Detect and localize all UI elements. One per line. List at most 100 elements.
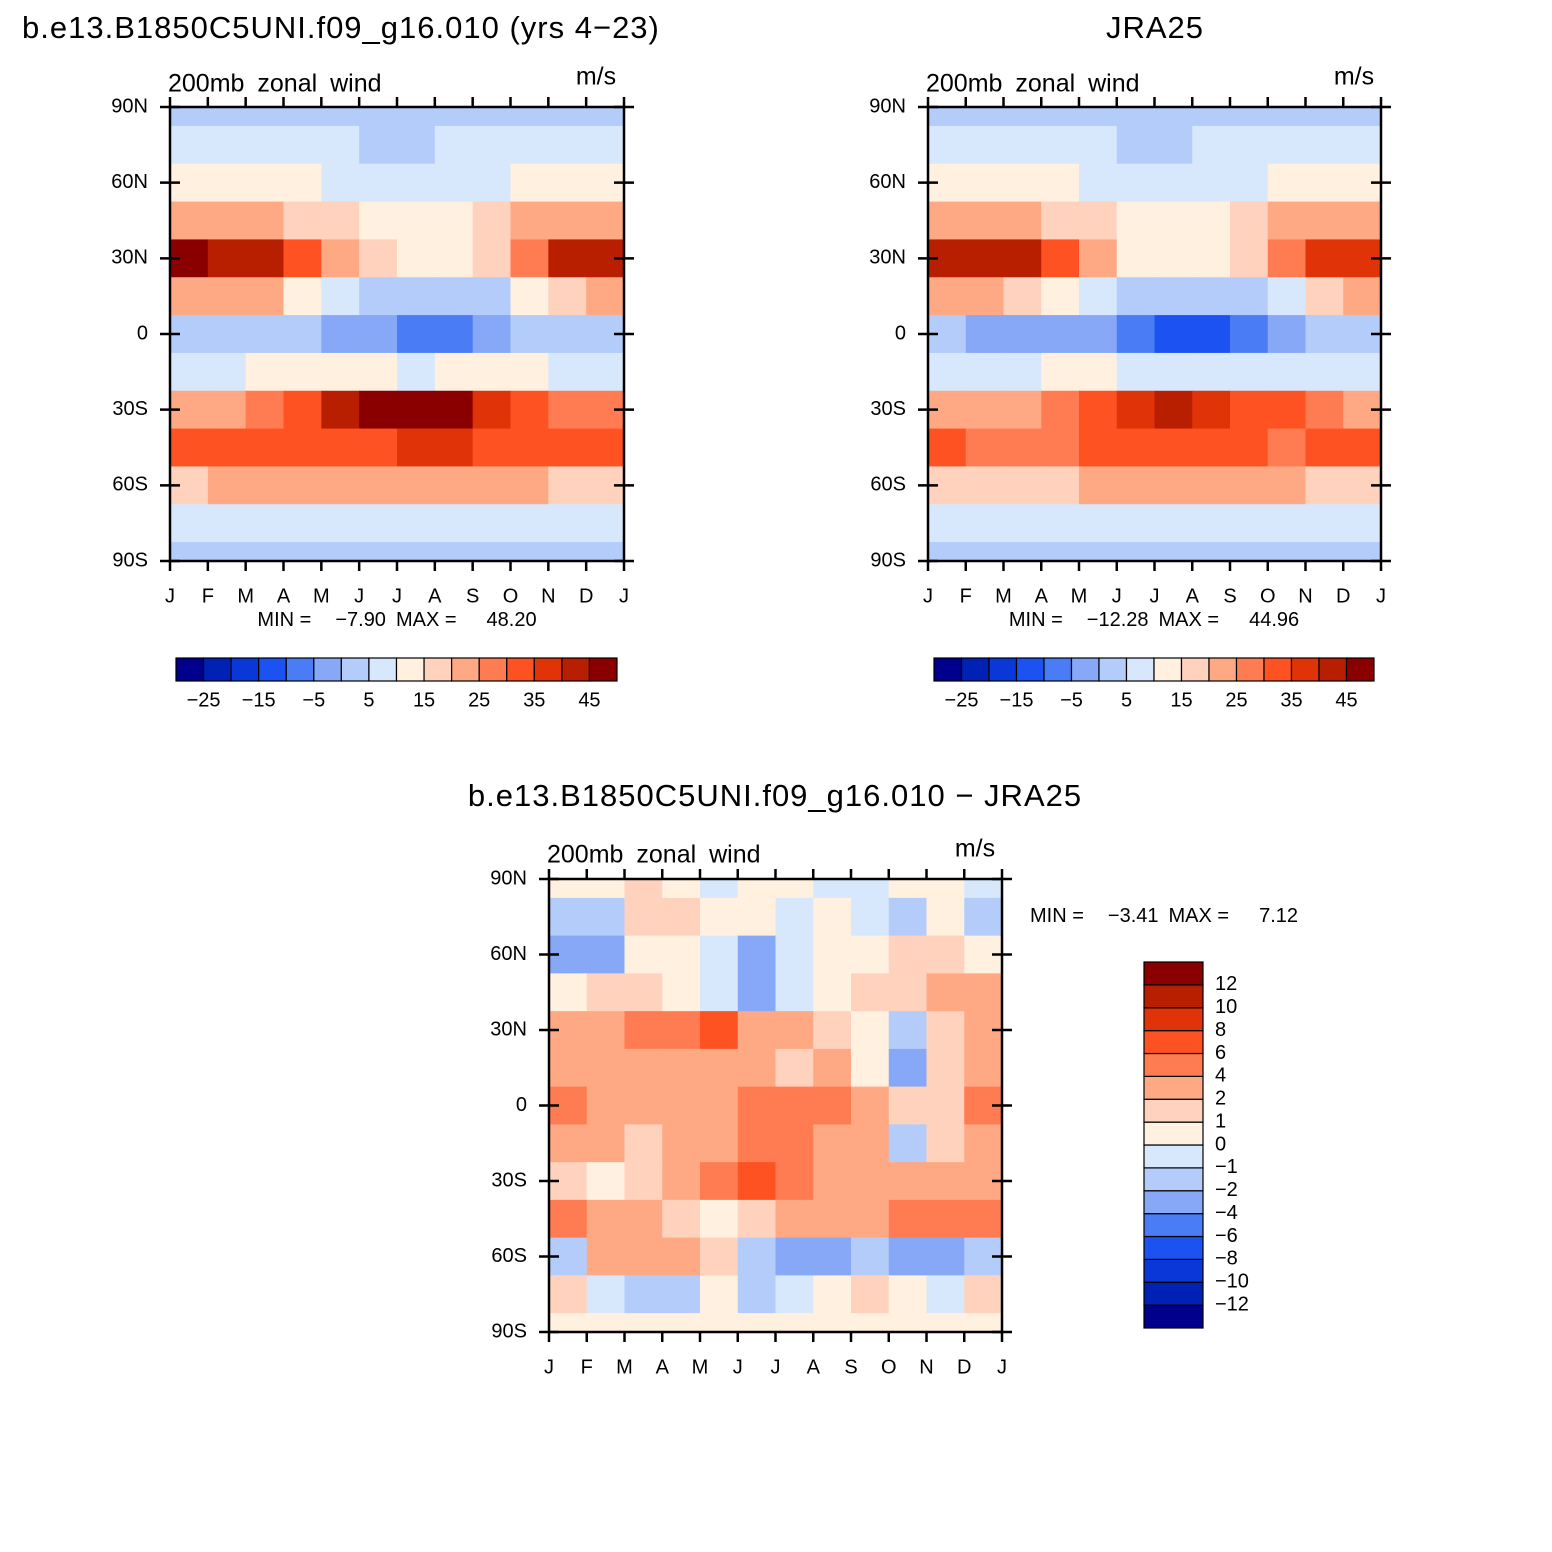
field-cell bbox=[1116, 107, 1156, 127]
colorbar-box bbox=[1345, 657, 1375, 682]
field-cell bbox=[662, 1162, 701, 1201]
colorbar-label: 2 bbox=[1215, 1088, 1226, 1110]
field-cell bbox=[207, 163, 247, 203]
y-tick-label: 30S bbox=[491, 1169, 527, 1191]
x-tick-label: S bbox=[844, 1356, 857, 1378]
field-cell bbox=[207, 277, 247, 316]
field-cell bbox=[700, 1011, 739, 1050]
field-cell bbox=[549, 897, 588, 937]
y-tick-label: 60S bbox=[112, 474, 148, 496]
field-cell bbox=[321, 125, 360, 165]
field-cell bbox=[965, 239, 1005, 278]
field-cell bbox=[321, 504, 360, 543]
colorbar-box bbox=[230, 657, 260, 682]
colorbar-label: −5 bbox=[302, 689, 325, 711]
field-cell bbox=[472, 163, 512, 203]
field-cell bbox=[1041, 542, 1080, 562]
field-cell bbox=[359, 428, 398, 468]
field-cell bbox=[1192, 428, 1231, 468]
field-cell bbox=[1343, 542, 1382, 562]
field-cell bbox=[700, 1237, 739, 1276]
field-cell bbox=[434, 466, 474, 505]
field-cell bbox=[510, 390, 549, 430]
field-cell bbox=[928, 277, 967, 316]
field-cell bbox=[434, 125, 474, 165]
y-tick-label: 30N bbox=[490, 1018, 527, 1040]
field-cell bbox=[1230, 428, 1269, 468]
field-cell bbox=[170, 277, 209, 316]
field-cell bbox=[321, 428, 360, 468]
field-cell bbox=[472, 201, 512, 241]
field-cell bbox=[472, 239, 512, 278]
field-cell bbox=[1305, 239, 1344, 278]
field-cell bbox=[888, 1124, 928, 1163]
field-cell bbox=[586, 1086, 626, 1125]
field-cell bbox=[1079, 390, 1118, 430]
x-tick-label: J bbox=[733, 1356, 743, 1378]
field-cell bbox=[170, 201, 209, 241]
field-cell bbox=[928, 542, 967, 562]
field-cell bbox=[888, 1237, 928, 1276]
field-cell bbox=[548, 201, 587, 241]
field-cell bbox=[775, 935, 814, 974]
chart-title: b.e13.B1850C5UNI.f09_g16.010 − JRA25 bbox=[468, 778, 1082, 813]
field-cell bbox=[245, 125, 285, 165]
field-cell bbox=[775, 879, 814, 899]
field-cell bbox=[1230, 315, 1269, 354]
field-cell bbox=[851, 1086, 890, 1125]
field-cell bbox=[851, 973, 890, 1012]
field-cell bbox=[321, 277, 360, 316]
field-cell bbox=[510, 163, 549, 203]
field-cell bbox=[662, 1086, 701, 1125]
x-tick-label: A bbox=[807, 1356, 821, 1378]
colorbar-box bbox=[960, 657, 990, 682]
field-cell bbox=[434, 390, 474, 430]
field-cell bbox=[1230, 107, 1269, 127]
field-cell bbox=[737, 935, 777, 974]
field-cell bbox=[700, 1199, 739, 1239]
y-tick-label: 90N bbox=[869, 95, 906, 117]
colorbar-label: 6 bbox=[1215, 1042, 1226, 1064]
y-tick-label: 90N bbox=[111, 95, 148, 117]
colorbar-box bbox=[1318, 657, 1348, 682]
x-tick-label: N bbox=[1298, 585, 1312, 607]
field-cell bbox=[1343, 352, 1382, 392]
field-cell bbox=[1192, 390, 1231, 430]
colorbar-label: 0 bbox=[1215, 1133, 1226, 1155]
field-cell bbox=[1154, 125, 1193, 165]
field-cell bbox=[1003, 239, 1042, 278]
field-cell bbox=[775, 1199, 814, 1239]
field-cell bbox=[586, 1237, 626, 1276]
field-cell bbox=[245, 239, 285, 278]
field-cell bbox=[586, 1011, 626, 1050]
colorbar-box bbox=[561, 657, 591, 682]
colorbar-box bbox=[1143, 1167, 1204, 1192]
field-cell bbox=[737, 1011, 777, 1050]
field-cell bbox=[170, 107, 209, 127]
field-cell bbox=[624, 879, 663, 899]
field-cell bbox=[737, 1237, 777, 1276]
y-tick-label: 30S bbox=[870, 398, 906, 420]
field-cell bbox=[737, 1199, 777, 1239]
field-cell bbox=[397, 107, 436, 127]
units: m/s bbox=[1334, 63, 1374, 91]
field-cell bbox=[586, 352, 625, 392]
field-cell bbox=[283, 542, 322, 562]
field-cell bbox=[775, 1086, 814, 1125]
colorbar-box bbox=[1263, 657, 1293, 682]
field-cell bbox=[1192, 277, 1231, 316]
field-cell bbox=[1041, 107, 1080, 127]
y-tick-label: 60N bbox=[869, 171, 906, 193]
min-text: MIN = bbox=[1009, 609, 1063, 631]
colorbar-box bbox=[451, 657, 480, 682]
x-tick-label: D bbox=[579, 585, 593, 607]
x-tick-label: S bbox=[466, 585, 479, 607]
field-cell bbox=[472, 107, 512, 127]
field-cell bbox=[775, 1162, 814, 1201]
field-cell bbox=[888, 973, 928, 1012]
field-cell bbox=[472, 390, 512, 430]
field-cell bbox=[586, 201, 625, 241]
field-cell bbox=[207, 125, 247, 165]
field-cell bbox=[851, 935, 890, 974]
field-cell bbox=[888, 1086, 928, 1125]
